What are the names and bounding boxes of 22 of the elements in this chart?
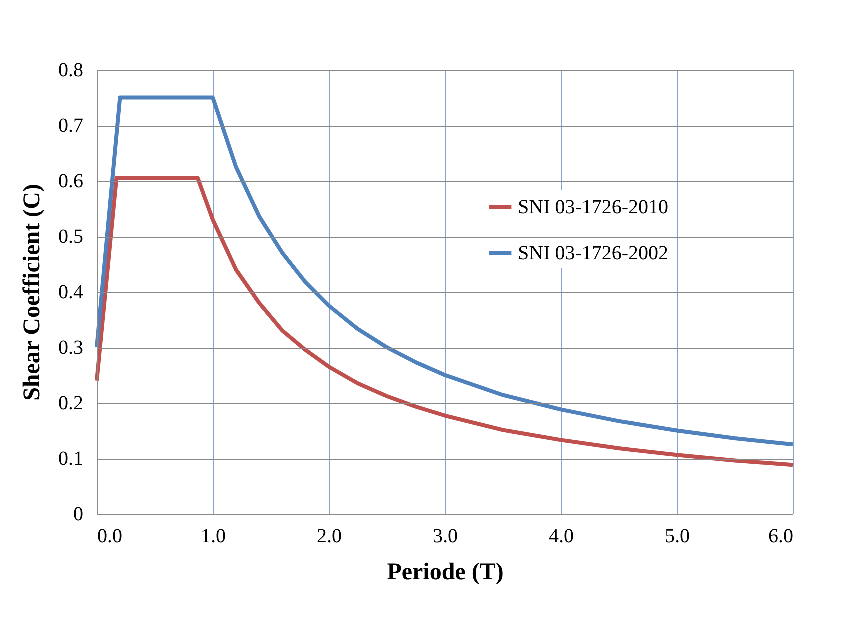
x-tick-label: 3.0	[433, 526, 458, 548]
y-tick-label: 0.5	[58, 226, 84, 248]
x-tick-label: 1.0	[201, 526, 226, 548]
x-tick-label: 5.0	[665, 526, 690, 548]
y-tick-label: 0.4	[58, 282, 84, 304]
x-tick-label: 2.0	[317, 526, 342, 548]
y-tick-label: 0.1	[58, 448, 84, 470]
x-axis-title: Periode (T)	[387, 560, 504, 586]
y-tick-label: 0.3	[58, 337, 84, 359]
y-tick-label: 0.2	[58, 392, 84, 414]
y-tick-label: 0.7	[58, 115, 84, 137]
legend-label: SNI 03-1726-2002	[518, 242, 669, 264]
x-tick-label: 6.0	[768, 526, 794, 548]
line-series	[95, 96, 795, 447]
y-tick-label: 0	[74, 504, 84, 526]
y-axis-title: Shear Coefficient (C)	[20, 184, 46, 401]
line-series	[95, 176, 795, 468]
legend-label: SNI 03-1726-2010	[518, 196, 669, 218]
y-tick-label: 0.8	[58, 60, 84, 82]
x-tick-label: 4.0	[549, 526, 574, 548]
y-tick-label: 0.6	[58, 170, 84, 192]
x-tick-label: 0.0	[98, 526, 122, 548]
